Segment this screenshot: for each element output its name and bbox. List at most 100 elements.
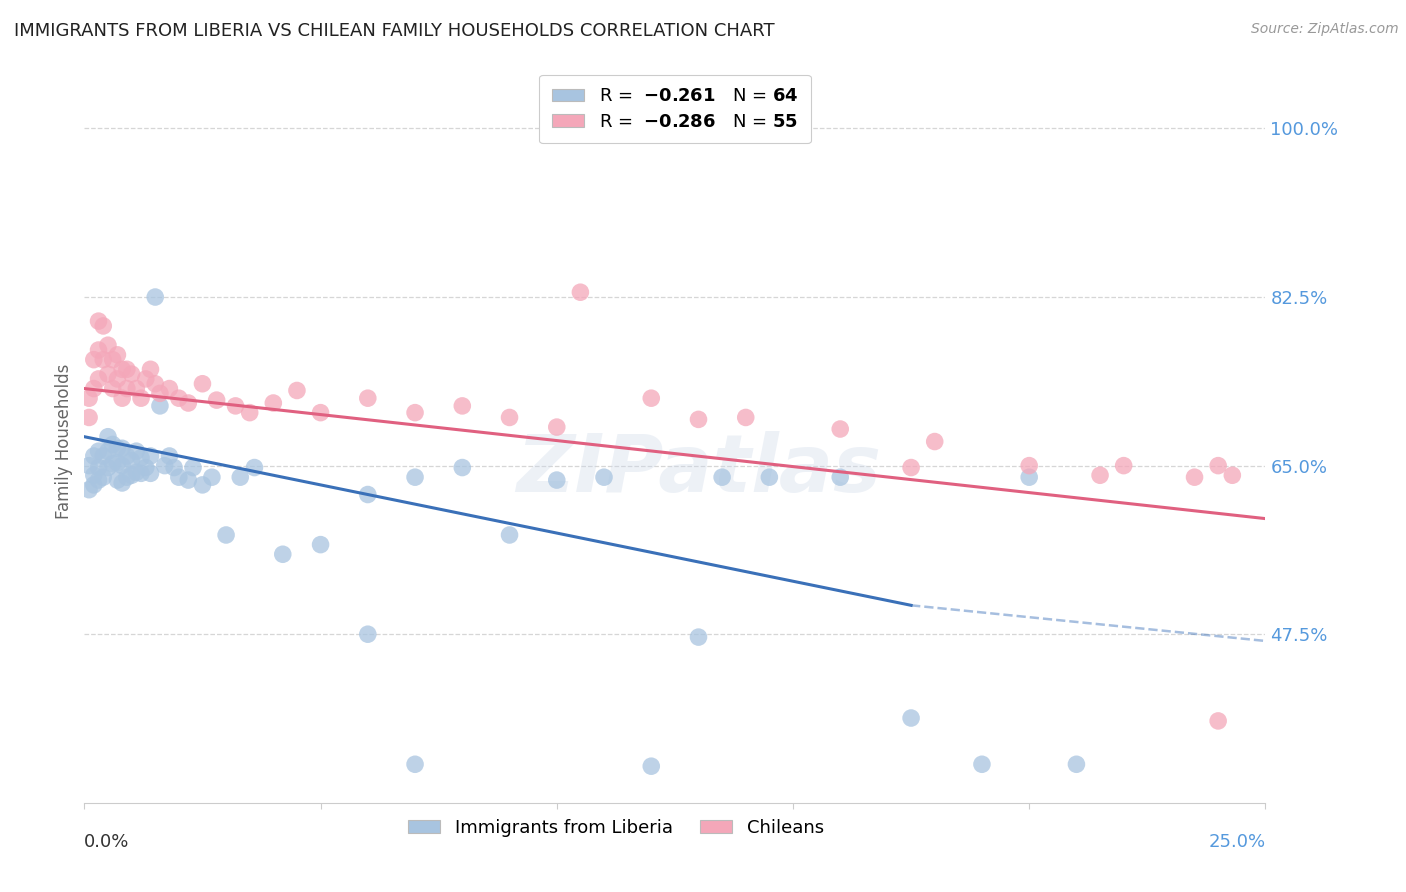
Point — [121, 454, 143, 468]
Point — [243, 460, 266, 475]
Point — [498, 410, 520, 425]
Point — [357, 627, 380, 641]
Point — [111, 475, 134, 490]
Point — [201, 470, 224, 484]
Text: ZIPatlas: ZIPatlas — [516, 432, 882, 509]
Point — [87, 460, 110, 475]
Point — [177, 396, 200, 410]
Point — [900, 460, 922, 475]
Point — [181, 460, 204, 475]
Point — [125, 466, 148, 480]
Point — [404, 470, 426, 484]
Point — [357, 391, 380, 405]
Point — [498, 528, 520, 542]
Point — [115, 470, 138, 484]
Point — [157, 449, 180, 463]
Point — [77, 391, 100, 405]
Point — [1220, 468, 1243, 483]
Point — [215, 528, 238, 542]
Point — [830, 422, 852, 436]
Point — [309, 406, 332, 420]
Point — [101, 437, 124, 451]
Point — [101, 382, 124, 396]
Point — [107, 456, 129, 470]
Point — [125, 382, 148, 396]
Point — [91, 352, 114, 367]
Point — [546, 473, 568, 487]
Y-axis label: Family Households: Family Households — [55, 364, 73, 519]
Legend: Immigrants from Liberia, Chileans: Immigrants from Liberia, Chileans — [401, 812, 831, 845]
Point — [143, 290, 166, 304]
Point — [111, 458, 134, 473]
Point — [91, 318, 114, 333]
Point — [451, 460, 474, 475]
Point — [77, 458, 100, 473]
Point — [191, 376, 214, 391]
Point — [1184, 470, 1206, 484]
Point — [101, 352, 124, 367]
Point — [404, 406, 426, 420]
Point — [129, 391, 152, 405]
Point — [97, 430, 120, 444]
Point — [121, 468, 143, 483]
Point — [111, 362, 134, 376]
Point — [191, 478, 214, 492]
Point — [115, 382, 138, 396]
Point — [711, 470, 734, 484]
Point — [139, 362, 162, 376]
Point — [87, 372, 110, 386]
Point — [285, 384, 308, 398]
Point — [1018, 470, 1040, 484]
Point — [153, 458, 176, 473]
Point — [97, 338, 120, 352]
Point — [163, 460, 186, 475]
Text: 25.0%: 25.0% — [1208, 833, 1265, 851]
Point — [225, 399, 247, 413]
Point — [83, 468, 105, 483]
Point — [271, 547, 294, 561]
Point — [970, 757, 993, 772]
Point — [1206, 458, 1229, 473]
Point — [111, 442, 134, 456]
Point — [229, 470, 252, 484]
Point — [83, 478, 105, 492]
Point — [167, 470, 190, 484]
Point — [83, 449, 105, 463]
Point — [924, 434, 946, 449]
Point — [77, 410, 100, 425]
Point — [97, 460, 120, 475]
Point — [87, 444, 110, 458]
Point — [205, 393, 228, 408]
Point — [107, 348, 129, 362]
Point — [1112, 458, 1135, 473]
Text: Source: ZipAtlas.com: Source: ZipAtlas.com — [1251, 22, 1399, 37]
Point — [87, 473, 110, 487]
Point — [139, 467, 162, 481]
Point — [135, 460, 157, 475]
Point — [121, 367, 143, 381]
Point — [830, 470, 852, 484]
Point — [239, 406, 262, 420]
Point — [688, 412, 710, 426]
Point — [1206, 714, 1229, 728]
Text: 0.0%: 0.0% — [84, 833, 129, 851]
Point — [107, 473, 129, 487]
Point — [640, 759, 662, 773]
Point — [593, 470, 616, 484]
Point — [1088, 468, 1111, 483]
Point — [91, 470, 114, 484]
Point — [129, 450, 152, 465]
Point — [97, 367, 120, 381]
Point — [115, 449, 138, 463]
Point — [758, 470, 780, 484]
Point — [83, 382, 105, 396]
Text: IMMIGRANTS FROM LIBERIA VS CHILEAN FAMILY HOUSEHOLDS CORRELATION CHART: IMMIGRANTS FROM LIBERIA VS CHILEAN FAMIL… — [14, 22, 775, 40]
Point — [111, 391, 134, 405]
Point — [129, 467, 152, 481]
Point — [451, 399, 474, 413]
Point — [309, 538, 332, 552]
Point — [87, 343, 110, 357]
Point — [83, 352, 105, 367]
Point — [688, 630, 710, 644]
Point — [177, 473, 200, 487]
